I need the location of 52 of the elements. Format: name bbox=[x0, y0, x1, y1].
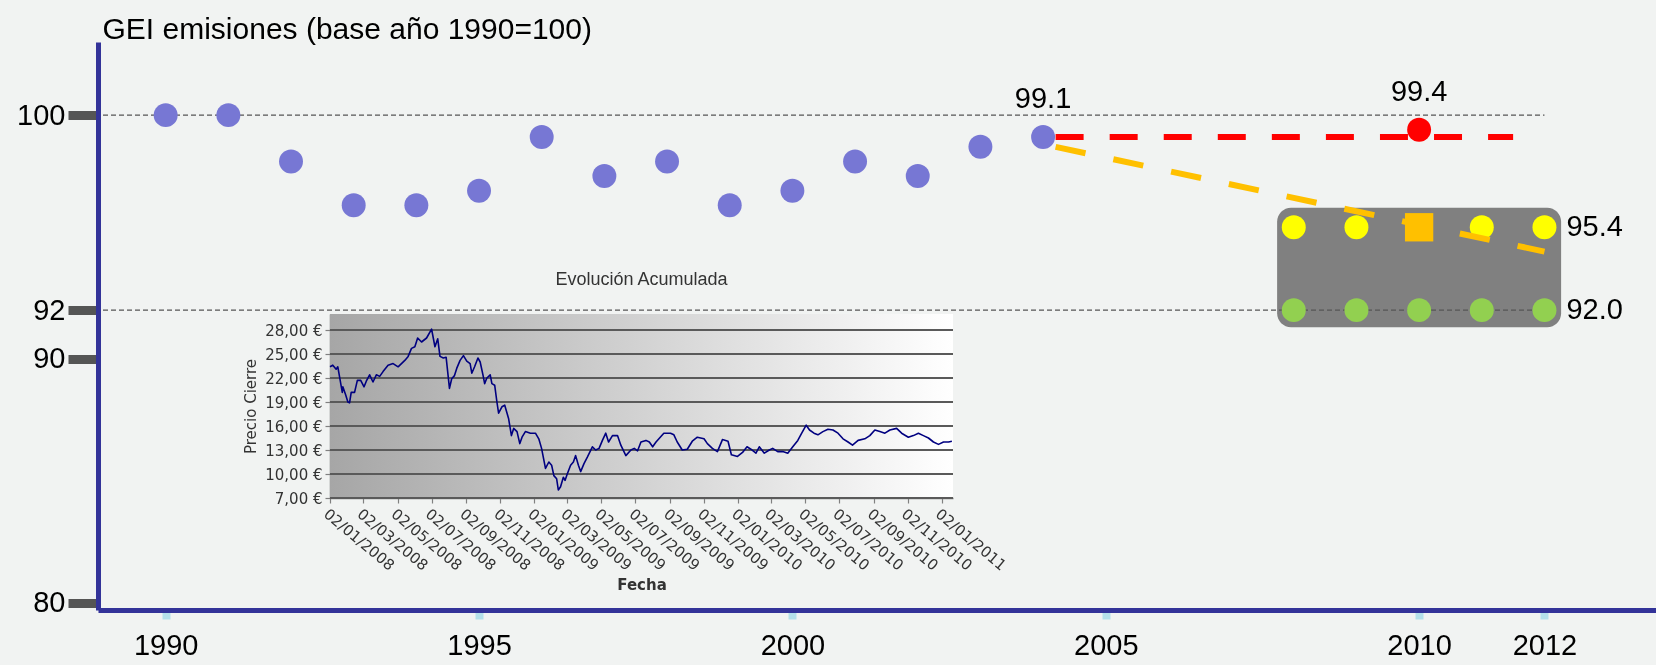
point bbox=[1469, 298, 1494, 323]
x-tick-label: 2012 bbox=[1512, 628, 1578, 661]
point bbox=[404, 193, 429, 218]
point bbox=[341, 193, 366, 218]
point bbox=[1407, 117, 1432, 142]
y-tick-label: 22,00 € bbox=[265, 369, 323, 388]
y-tick-label: 90 bbox=[33, 342, 66, 375]
point bbox=[968, 134, 993, 159]
x-tick-label: 1990 bbox=[133, 628, 199, 661]
y-axis-title: Precio Cierre bbox=[242, 358, 261, 455]
point bbox=[1281, 215, 1306, 240]
point bbox=[1281, 298, 1306, 323]
point bbox=[279, 149, 303, 174]
y-tick-label: 100 bbox=[17, 98, 66, 131]
point bbox=[843, 149, 868, 174]
annotation: 95.4 bbox=[1566, 210, 1623, 243]
point bbox=[153, 103, 178, 128]
y-tick-label: 19,00 € bbox=[265, 393, 323, 412]
annotation: 92.0 bbox=[1566, 293, 1623, 326]
x-tick-label: 2010 bbox=[1387, 628, 1452, 661]
point bbox=[592, 164, 617, 189]
point bbox=[780, 178, 805, 203]
annotation: 99.4 bbox=[1390, 74, 1448, 107]
point bbox=[216, 103, 241, 128]
y-tick-label: 28,00 € bbox=[265, 321, 323, 340]
point bbox=[1344, 298, 1369, 323]
y-tick-label: 16,00 € bbox=[265, 417, 323, 436]
point bbox=[1532, 215, 1557, 240]
y-tick-label: 7,00 € bbox=[274, 489, 323, 508]
point bbox=[717, 193, 742, 218]
point bbox=[905, 164, 930, 189]
point bbox=[529, 125, 554, 150]
y-tick-label: 13,00 € bbox=[265, 441, 323, 460]
x-tick-label: 2005 bbox=[1074, 628, 1139, 661]
point bbox=[1532, 298, 1557, 323]
point bbox=[1407, 298, 1432, 323]
point bbox=[1031, 125, 1056, 150]
point bbox=[1404, 213, 1434, 242]
x-axis-title: Fecha bbox=[617, 575, 667, 594]
point bbox=[1344, 215, 1369, 240]
point bbox=[655, 149, 680, 174]
y-tick-label: 92 bbox=[33, 293, 66, 326]
chart-title: Evolución Acumulada bbox=[555, 269, 729, 289]
y-axis-title: GEI emisiones (base año 1990=100) bbox=[102, 11, 592, 45]
line-series bbox=[329, 328, 953, 491]
y-tick-label: 10,00 € bbox=[265, 465, 323, 484]
y-tick-label: 80 bbox=[33, 586, 66, 619]
annotation: 99.1 bbox=[1014, 82, 1072, 115]
x-tick-label: 1995 bbox=[447, 628, 512, 661]
point bbox=[467, 178, 491, 203]
y-tick-label: 25,00 € bbox=[265, 345, 323, 364]
x-tick-label: 2000 bbox=[760, 628, 826, 661]
